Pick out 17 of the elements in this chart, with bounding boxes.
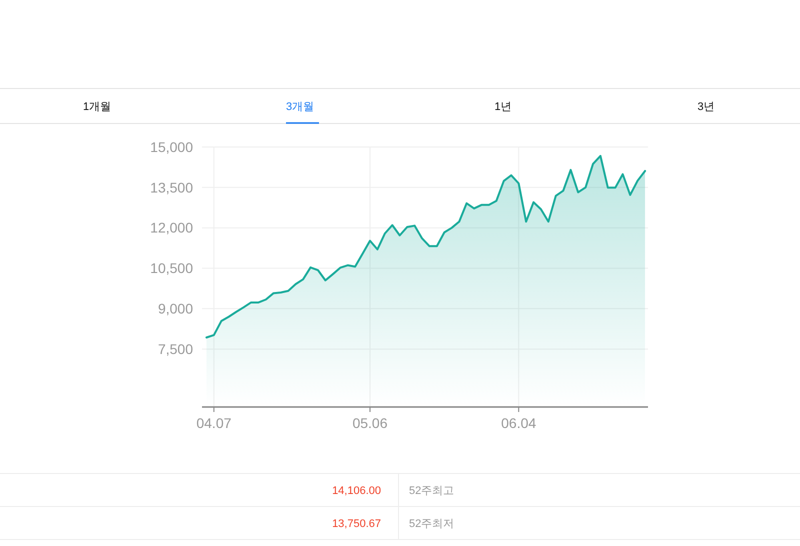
y-tick-label: 10,500	[150, 260, 194, 276]
text: 52주최고	[409, 485, 454, 497]
y-tick-label: 7,500	[158, 340, 194, 357]
text: 52주최저	[409, 518, 454, 530]
x-tick-label: 06.04	[501, 415, 536, 431]
y-tick-label: 12,000	[150, 220, 194, 236]
text: 13,750.67	[332, 518, 381, 530]
x-tick-label: 04.07	[196, 415, 232, 431]
x-tick-label: 05.06	[352, 415, 388, 431]
text: 3년	[697, 101, 715, 113]
text: 14,106.00	[332, 485, 381, 497]
text: 3개월	[286, 101, 314, 113]
y-tick-label: 13,500	[150, 179, 194, 196]
text: 1개월	[82, 101, 112, 113]
y-tick-label: 9,000	[158, 300, 194, 317]
y-tick-label: 15,000	[150, 138, 194, 155]
text: 1년	[494, 101, 512, 113]
